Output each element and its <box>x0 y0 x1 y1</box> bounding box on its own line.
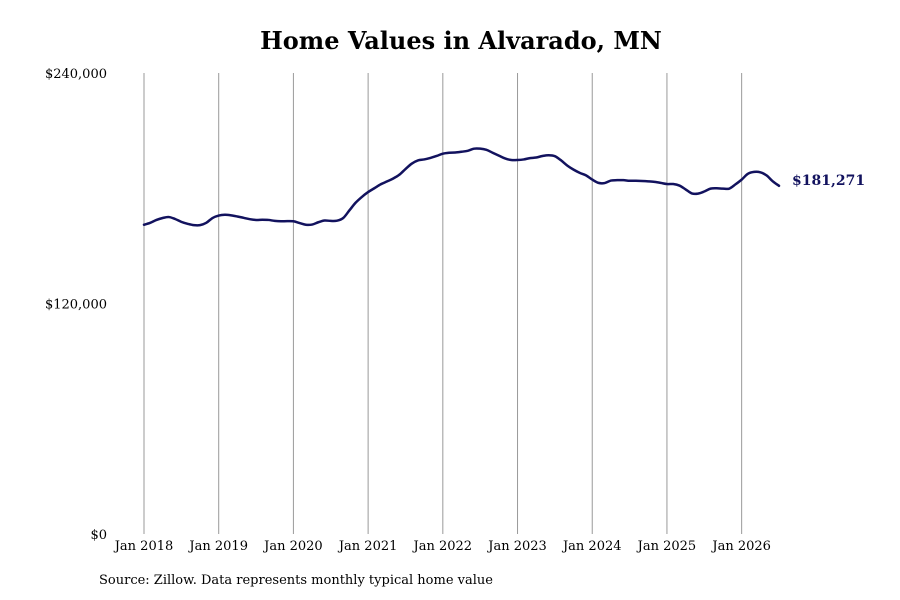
x-axis-ticks: Jan 2018 Jan 2019 Jan 2020 Jan 2021 Jan 2022… <box>113 539 771 554</box>
x-tick-label: Jan 2024 <box>561 539 622 554</box>
y-tick-label: $120,000 <box>45 298 107 313</box>
source-note: Source: Zillow. Data represents monthly … <box>99 573 493 588</box>
x-tick-label: Jan 2021 <box>337 539 398 554</box>
y-axis-ticks: $0 $120,000 $240,000 <box>45 67 107 543</box>
x-tick-label: Jan 2018 <box>113 539 174 554</box>
x-tick-label: Jan 2025 <box>636 539 697 554</box>
x-tick-label: Jan 2026 <box>710 539 771 554</box>
x-tick-label: Jan 2019 <box>187 539 248 554</box>
chart-title: Home Values in Alvarado, MN <box>260 26 662 55</box>
end-value-label: $181,271 <box>792 173 865 189</box>
x-tick-label: Jan 2023 <box>486 539 547 554</box>
gridlines <box>143 73 743 534</box>
home-value-line <box>142 147 781 227</box>
x-tick-label: Jan 2022 <box>412 539 473 554</box>
y-tick-label: $240,000 <box>45 67 107 82</box>
y-tick-label: $0 <box>90 528 107 543</box>
x-tick-label: Jan 2020 <box>262 539 323 554</box>
